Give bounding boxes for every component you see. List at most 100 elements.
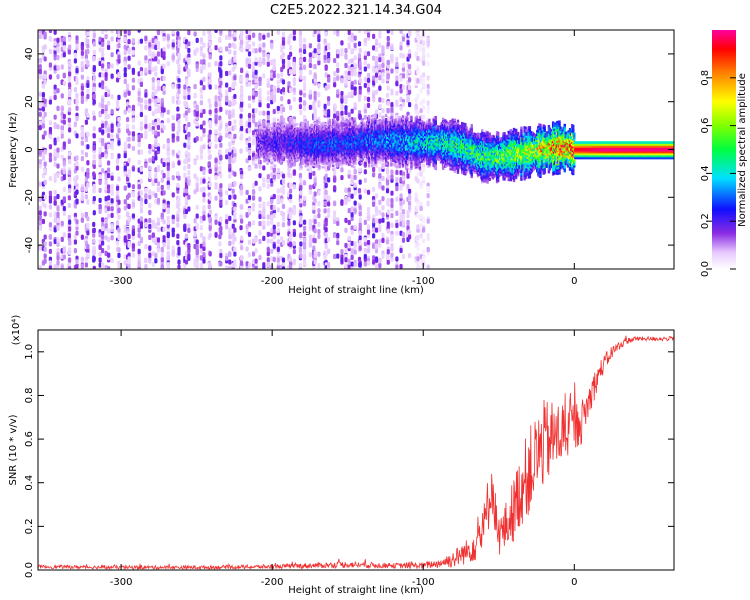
heatmap-cell [336,232,340,239]
heatmap-cell [131,77,135,83]
heatmap-cell [406,173,410,179]
heatmap-cell [202,169,206,176]
heatmap-cell [131,104,135,110]
heatmap-cell [266,103,270,109]
heatmap-cell [151,53,155,59]
heatmap-cell [302,255,307,262]
heatmap-cell [390,252,394,258]
heatmap-cell [148,223,152,230]
heatmap-cell [327,109,331,115]
heatmap-cell [92,66,96,73]
heatmap-cell [347,112,351,118]
heatmap-cell [299,198,303,204]
heatmap-cell [106,143,111,149]
heatmap-cell [144,257,148,264]
heatmap-cell [92,249,96,255]
heatmap-cell [115,165,120,171]
heatmap-cell [98,179,102,186]
heatmap-cell [426,235,430,241]
heatmap-cell [162,235,166,241]
heatmap-cell [123,50,127,56]
heatmap-cell [148,157,152,163]
heatmap-cell [208,109,212,115]
heatmap-cell [202,64,206,70]
heatmap-cell [245,189,249,196]
heatmap-cell [272,108,276,115]
heatmap-cell [416,55,420,62]
heatmap-cell [202,144,206,150]
heatmap-cell [162,125,166,131]
heatmap-cell [166,244,170,250]
heatmap-cell [247,262,252,268]
heatmap-cell [324,182,328,189]
heatmap-cell [239,225,243,231]
heatmap-cell [117,33,121,39]
heatmap-cell [171,249,175,255]
heatmap-cell [240,255,244,261]
heatmap-cell [233,214,237,220]
heatmap-cell [53,89,57,95]
heatmap-cell [419,88,423,94]
heatmap-cell [92,86,96,92]
heatmap-cell [62,205,66,212]
heatmap-cell [386,30,390,34]
heatmap-cell [292,184,296,190]
heatmap-cell [312,205,316,211]
heatmap-cell [267,122,270,126]
heatmap-cell [225,154,229,160]
heatmap-cell [68,151,72,157]
heatmap-cell [92,32,96,39]
heatmap-cell [171,114,175,121]
heatmap-cell [154,258,158,264]
heatmap-cell [92,227,96,233]
heatmap-cell [381,205,385,211]
heatmap-cell [374,66,379,73]
heatmap-cell [247,252,252,258]
heatmap-cell [123,171,127,177]
heatmap-cell [60,220,64,226]
heatmap-cell [208,35,212,41]
heatmap-cell [324,244,328,250]
heatmap-cell [358,240,362,246]
heatmap-cell [139,81,143,87]
heatmap-cell [378,97,382,103]
heatmap-cell [350,32,354,38]
heatmap-cell [308,167,312,174]
heatmap-cell [219,80,223,87]
heatmap-cell [372,186,376,193]
heatmap-cell [166,208,170,215]
heatmap-cell [233,156,237,162]
heatmap-cell [151,232,155,238]
heatmap-cell [156,146,161,152]
heatmap-cell [270,219,274,225]
heatmap-cell [162,85,166,92]
heatmap-cell [48,48,53,55]
heatmap-cell [317,34,321,40]
heatmap-cell [228,120,232,127]
heatmap-cell [422,98,426,104]
heatmap-cell [333,253,337,260]
heatmap-cell [372,93,376,99]
heatmap-cell [123,235,127,241]
heatmap-cell [75,115,79,122]
heatmap-cell [62,246,66,252]
heatmap-cell [80,166,84,172]
heatmap-cell [110,190,114,196]
heatmap-cell [41,155,46,161]
heatmap-cell [162,51,166,57]
heatmap-cell [110,212,114,218]
heatmap-cell [292,30,296,36]
heatmap-cell [117,73,121,79]
heatmap-cell [62,232,66,238]
heatmap-cell [75,263,79,269]
heatmap-cell [187,47,191,54]
heatmap-cell [219,173,223,179]
heatmap-cell [53,114,57,120]
heatmap-cell [106,127,111,133]
heatmap-cell [395,210,399,217]
heatmap-cell [177,196,181,202]
heatmap-cell [195,176,199,182]
heatmap-cell [395,56,399,62]
heatmap-cell [276,168,280,174]
